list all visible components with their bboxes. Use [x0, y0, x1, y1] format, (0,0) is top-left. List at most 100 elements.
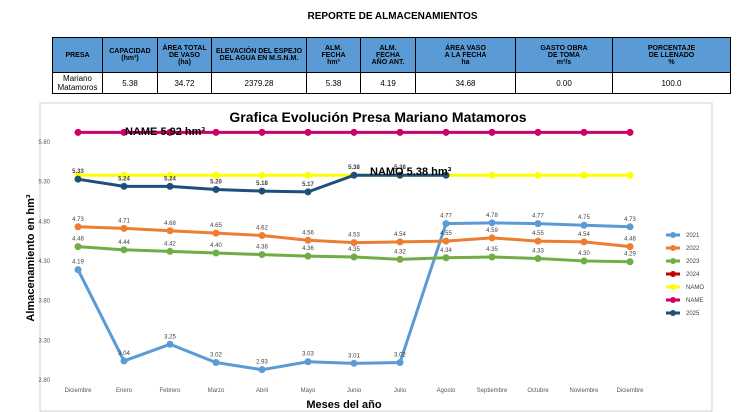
cell-line: A LA FECHA — [444, 51, 487, 59]
cell-line: DE LLENADO — [648, 51, 695, 59]
series-marker — [580, 171, 588, 179]
x-tick-label: Noviembre — [569, 388, 599, 394]
series-marker — [488, 234, 496, 242]
data-label: 5.24 — [164, 176, 176, 182]
series-marker — [350, 128, 358, 136]
series-marker — [304, 358, 312, 366]
data-label: 3.25 — [164, 334, 176, 340]
series-marker — [534, 237, 542, 245]
data-label: 4.48 — [624, 237, 636, 243]
series-marker — [488, 219, 496, 227]
header-cell: ELEVACIÓN DEL ESPEJO DEL AGUA EN M.S.N.M. — [211, 37, 307, 73]
legend-entry: 2021 — [666, 232, 700, 239]
series-marker — [488, 171, 496, 179]
legend-entry: 2024 — [666, 271, 700, 278]
series-marker — [258, 171, 266, 179]
data-label: 3.02 — [210, 353, 222, 359]
legend-entry: 2023 — [666, 258, 700, 265]
legend-label: NAME — [686, 298, 703, 304]
cell-line: ha — [461, 58, 470, 66]
legend-label: 2024 — [686, 272, 700, 278]
header-cell: PORCENTAJE DE LLENADO% — [612, 37, 731, 73]
y-tick-label: 5.30 — [38, 180, 50, 186]
legend-marker — [670, 245, 676, 251]
cell-line: ELEVACIÓN DEL ESPEJO — [215, 48, 303, 55]
series-marker — [488, 253, 496, 261]
data-label: 4.55 — [440, 231, 452, 237]
series-marker — [580, 221, 588, 229]
series-marker — [350, 171, 358, 179]
cell-line: ALM. — [324, 44, 343, 52]
data-label: 4.71 — [118, 218, 130, 224]
series-marker — [442, 220, 450, 228]
series-marker — [350, 239, 358, 247]
series-marker — [74, 128, 82, 136]
series-marker — [74, 175, 82, 183]
data-label: 4.77 — [440, 214, 452, 220]
cell-line: PRESA — [65, 51, 90, 59]
series-marker — [166, 340, 174, 348]
cell-line: ALM. — [379, 44, 397, 52]
table-cell: 34.72 — [157, 72, 212, 94]
data-label: 4.29 — [624, 252, 636, 258]
data-label: 4.68 — [164, 221, 176, 227]
legend-entry: NAMO — [666, 284, 704, 291]
y-tick-label: 5.80 — [38, 140, 50, 146]
x-tick-label: Diciembre — [64, 388, 92, 394]
legend-marker — [670, 232, 676, 238]
series-marker — [120, 246, 128, 254]
cell-line: FECHA — [321, 51, 346, 59]
series-marker — [580, 238, 588, 246]
legend-entry: 2025 — [666, 310, 700, 317]
data-label: 5.20 — [210, 180, 222, 186]
data-label: 4.54 — [394, 232, 406, 238]
header-cell: CAPACIDAD (hm³) — [102, 37, 158, 73]
data-label: 5.33 — [72, 169, 84, 175]
header-cell: ÁREA TOTAL DE VASO (ha) — [157, 37, 212, 73]
chart-title: Grafica Evolución Presa Mariano Matamoro… — [229, 109, 526, 125]
series-marker — [304, 171, 312, 179]
series-marker — [396, 359, 404, 367]
series-marker — [534, 220, 542, 228]
series-marker — [534, 128, 542, 136]
legend-label: 2022 — [686, 246, 700, 252]
data-label: 3.01 — [348, 353, 360, 359]
cell-line: DE VASO — [169, 51, 200, 59]
series-marker — [350, 253, 358, 261]
series-marker — [212, 128, 220, 136]
x-tick-label: Septiembre — [477, 388, 508, 394]
series-marker — [396, 128, 404, 136]
data-label: 3.02 — [394, 353, 406, 359]
series-marker — [166, 227, 174, 235]
cell-line: % — [668, 58, 675, 66]
legend-label: 2023 — [686, 259, 700, 265]
cell-line: CAPACIDAD — [109, 48, 151, 55]
data-label: 5.24 — [118, 176, 130, 182]
series-marker — [120, 128, 128, 136]
data-label: 4.48 — [72, 237, 84, 243]
series-marker — [534, 255, 542, 263]
data-label: 4.38 — [256, 245, 268, 251]
y-tick-label: 3.80 — [38, 299, 50, 305]
series-marker — [626, 128, 634, 136]
series-marker — [212, 359, 220, 367]
data-label: 4.59 — [486, 228, 498, 234]
series-marker — [626, 171, 634, 179]
header-cell: ALM. FECHA hm³ — [306, 37, 361, 73]
table-cell: 4.19 — [360, 72, 416, 94]
data-label: 4.19 — [72, 260, 84, 266]
data-label: 4.75 — [578, 215, 590, 221]
data-label: 4.32 — [394, 249, 406, 255]
data-label: 4.42 — [164, 241, 176, 247]
series-marker — [74, 223, 82, 231]
y-tick-label: 4.80 — [38, 219, 50, 225]
annotation: NAMO 5.38 hm³ — [370, 166, 452, 178]
series-marker — [74, 266, 82, 274]
data-label: 4.54 — [578, 232, 590, 238]
data-label: 5.38 — [348, 165, 360, 171]
data-label: 5.17 — [302, 182, 314, 188]
legend-marker — [670, 310, 676, 316]
y-tick-label: 4.30 — [38, 259, 50, 265]
x-tick-label: Junio — [347, 388, 362, 394]
cell-line: FECHA — [375, 51, 401, 59]
